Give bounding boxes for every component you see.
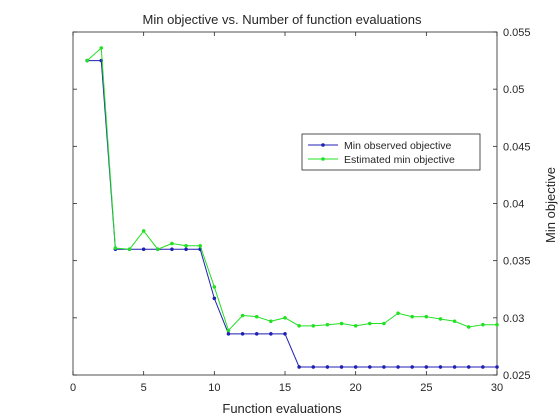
data-point-min-observed-objective: [396, 365, 400, 369]
data-point-estimated-min-objective: [325, 322, 330, 327]
data-point-estimated-min-objective: [396, 311, 400, 316]
y-tick-label: 0.055: [503, 27, 531, 39]
data-point-min-observed-objective: [170, 247, 174, 252]
data-point-estimated-min-objective: [367, 321, 372, 326]
data-point-min-observed-objective: [297, 365, 301, 369]
data-point-min-observed-objective: [466, 365, 471, 369]
data-point-estimated-min-objective: [297, 323, 301, 328]
data-point-estimated-min-objective: [127, 247, 132, 252]
data-point-estimated-min-objective: [452, 319, 457, 324]
data-point-estimated-min-objective: [283, 315, 287, 320]
data-point-min-observed-objective: [184, 247, 188, 252]
data-point-estimated-min-objective: [254, 314, 259, 319]
y-tick-label: 0.03: [503, 313, 524, 325]
data-point-min-observed-objective: [212, 296, 217, 301]
data-point-min-observed-objective: [452, 365, 457, 369]
legend-entry-min-observed-objective: Min observed objective: [344, 140, 452, 152]
axes-box: [72, 31, 498, 376]
y-tick-label: 0.035: [503, 256, 531, 268]
series-line-min-observed-objective: [87, 60, 497, 368]
data-point-estimated-min-objective: [339, 321, 344, 326]
data-point-min-observed-objective: [339, 365, 344, 369]
data-point-estimated-min-objective: [212, 285, 217, 289]
data-point-estimated-min-objective: [438, 317, 443, 321]
data-point-estimated-min-objective: [382, 321, 386, 326]
x-tick-label: 30: [491, 382, 503, 394]
data-point-min-observed-objective: [481, 365, 485, 369]
data-point-min-observed-objective: [495, 365, 499, 369]
data-point-estimated-min-objective: [424, 314, 429, 319]
data-point-estimated-min-objective: [481, 322, 485, 327]
data-point-min-observed-objective: [269, 331, 273, 336]
y-tick-label: 0.05: [503, 84, 524, 96]
x-tick-label: 15: [279, 382, 291, 394]
data-point-min-observed-objective: [226, 331, 231, 336]
data-point-min-observed-objective: [410, 365, 415, 369]
data-point-min-observed-objective: [254, 331, 259, 336]
data-point-estimated-min-objective: [85, 58, 89, 63]
data-point-estimated-min-objective: [466, 325, 471, 329]
data-point-estimated-min-objective: [311, 323, 316, 328]
data-point-min-observed-objective: [382, 365, 386, 369]
data-point-min-observed-objective: [311, 365, 316, 369]
plot-area: 0 5 10 15 20 25 300.025 0.03 0.035 0.04 0.045 0.05 0…: [70, 27, 531, 394]
data-point-min-observed-objective: [141, 247, 146, 252]
data-point-estimated-min-objective: [99, 46, 104, 50]
data-point-min-observed-objective: [424, 365, 429, 369]
data-point-estimated-min-objective: [170, 241, 174, 246]
x-tick-label: 5: [141, 382, 147, 394]
x-tick-label: 0: [70, 382, 76, 394]
y-tick-label: 0.025: [503, 370, 531, 382]
data-point-estimated-min-objective: [495, 322, 499, 327]
legend: Min observed objective Estimated min obje…: [301, 133, 481, 171]
data-point-min-observed-objective: [283, 331, 287, 336]
series-line-estimated-min-objective: [86, 46, 497, 332]
legend-box: [301, 133, 481, 171]
data-point-estimated-min-objective: [410, 314, 415, 319]
y-tick-label: 0.045: [503, 141, 531, 153]
x-tick-label: 20: [350, 382, 362, 394]
legend-marker-estimated-min-objective: [321, 157, 325, 161]
data-point-min-observed-objective: [353, 365, 358, 369]
data-point-estimated-min-objective: [353, 323, 358, 328]
x-axis-label: Function evaluations: [222, 401, 342, 416]
data-point-estimated-min-objective: [240, 313, 245, 318]
data-point-estimated-min-objective: [184, 243, 188, 248]
data-point-min-observed-objective: [438, 365, 443, 369]
data-point-estimated-min-objective: [198, 243, 203, 248]
data-point-estimated-min-objective: [113, 246, 118, 250]
x-tick-label: 10: [208, 382, 220, 394]
data-point-estimated-min-objective: [269, 319, 273, 324]
x-tick-label: 25: [420, 382, 432, 394]
data-point-min-observed-objective: [367, 365, 372, 369]
legend-entry-estimated-min-objective: Estimated min objective: [344, 154, 455, 166]
data-point-estimated-min-objective: [141, 229, 146, 233]
legend-marker-min-observed-objective: [321, 143, 325, 147]
data-point-min-observed-objective: [240, 331, 245, 336]
data-point-estimated-min-objective: [226, 328, 231, 333]
chart-title: Min objective vs. Number of function eva…: [143, 12, 422, 27]
data-point-min-observed-objective: [325, 365, 330, 369]
y-tick-label: 0.04: [503, 199, 524, 211]
data-point-estimated-min-objective: [155, 247, 160, 252]
y-axis-label: Min objective: [543, 167, 558, 243]
